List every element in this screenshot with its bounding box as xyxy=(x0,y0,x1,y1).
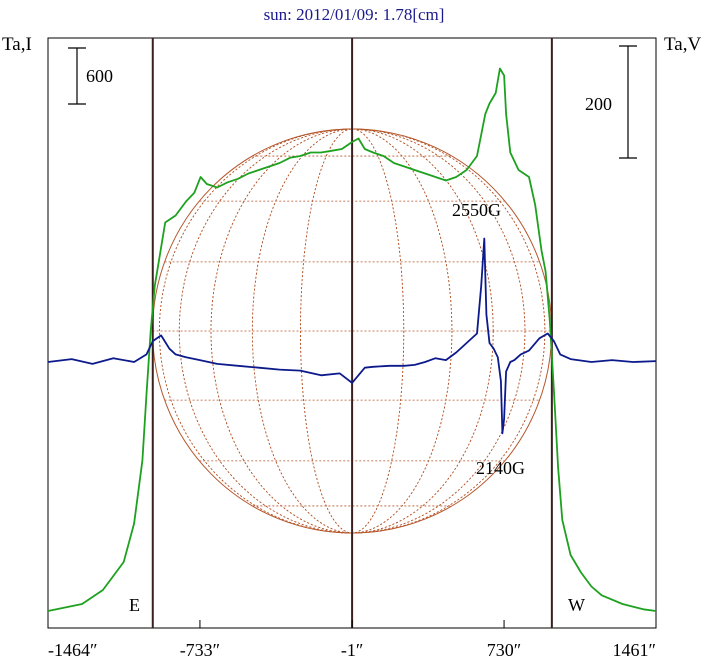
left-scale-bar: 600 xyxy=(68,47,113,105)
annotation-2550g: 2550G xyxy=(452,200,501,220)
right-axis-label: Ta,V xyxy=(664,34,701,55)
annotation-2140g: 2140G xyxy=(476,458,525,478)
x-tick-label: -1″ xyxy=(341,640,364,660)
chart-title: sun: 2012/01/09: 1.78[cm] xyxy=(264,5,445,24)
x-tick-label: -1464″ xyxy=(48,640,98,660)
limb-label-west: W xyxy=(568,595,585,615)
series-line-intensity xyxy=(47,67,657,612)
series-layer xyxy=(47,67,657,612)
left-axis-label: Ta,I xyxy=(2,34,32,55)
x-tick-label: 1461″ xyxy=(613,640,657,660)
series-line-polarization xyxy=(47,237,657,435)
right-scale-bar-label: 200 xyxy=(585,94,612,114)
limb-and-center-lines xyxy=(151,38,553,628)
left-scale-bar-label: 600 xyxy=(86,66,113,86)
disk-longitude-line xyxy=(210,128,494,534)
right-scale-bar: 200 xyxy=(585,45,637,159)
disk-longitude-line xyxy=(251,128,453,534)
x-axis-ticks: -1464″ -733″ -1″ 730″ 1461″ xyxy=(47,620,657,660)
limb-label-east: E xyxy=(129,595,140,615)
x-tick-label: -733″ xyxy=(180,640,221,660)
x-tick-label: 730″ xyxy=(487,640,522,660)
